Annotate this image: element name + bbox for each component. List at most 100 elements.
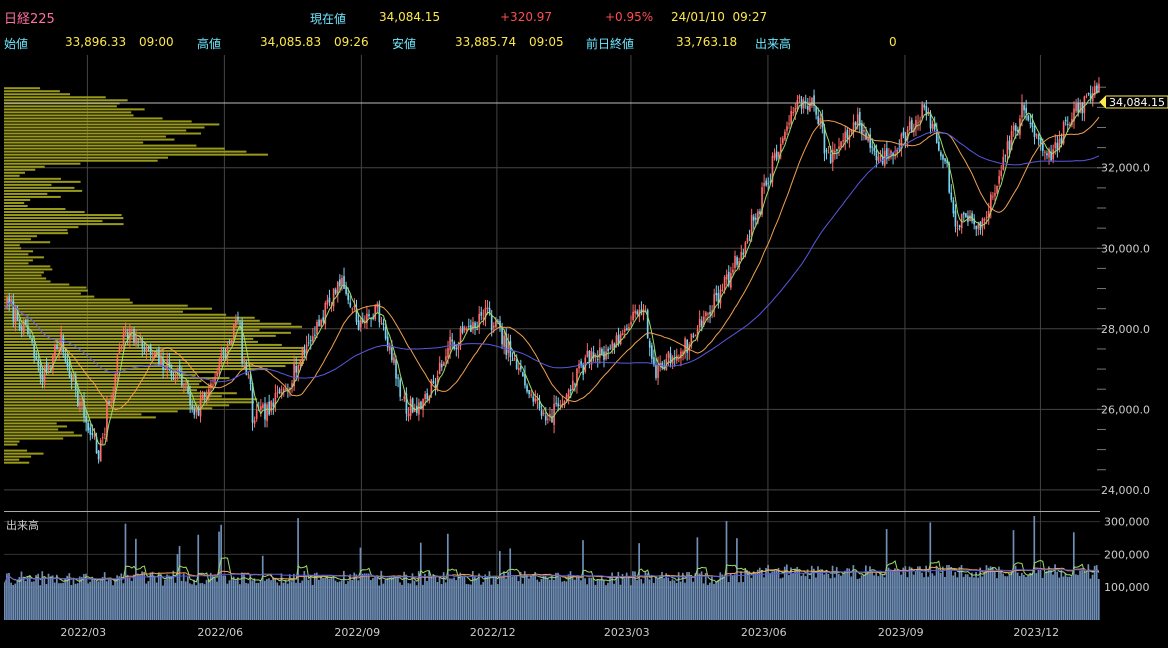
volume-bar [1035,573,1038,620]
volume-bar [232,576,235,620]
candle-body [557,403,560,407]
volume-profile-bar [4,217,124,220]
volume-bar [987,567,990,620]
volume-profile-bar [4,174,20,177]
candle-body [87,423,90,431]
volume-bar [172,570,175,620]
volume-bar [446,533,449,620]
candle-body [1075,103,1077,112]
volume-bar [725,521,728,620]
volume-bar [382,583,385,620]
volume-bar [706,584,709,620]
candle-body [748,236,751,238]
candle-body [673,358,676,360]
datetime: 24/01/10 09:27 [671,10,768,24]
volume-profile-bar [4,120,192,123]
volume-bar [573,579,576,620]
volume-profile-bar [4,87,41,90]
volume-bar [629,585,632,620]
candle-body [734,255,736,269]
volume-profile-bar [4,153,268,156]
volume-profile-bar [4,355,304,358]
volume-bar [120,573,123,620]
volume-bar [663,578,665,620]
volume-bar [103,572,106,620]
volume-bar [698,573,701,620]
candle-body [399,379,402,397]
candle-body [1083,96,1086,113]
candle-body [871,146,874,148]
candle-body [777,151,780,157]
candle-body [621,333,624,336]
volume-bar [619,584,622,620]
candle-body [788,123,790,125]
volume-profile-bar [4,271,44,274]
volume-bar [802,573,805,620]
volume-bar [677,572,680,620]
candle-body [278,389,281,394]
candle-body [199,398,202,417]
volume-bar [263,580,266,620]
volume-profile-bar [4,404,230,407]
volume-bars [4,516,1100,620]
volume-bar [68,573,71,620]
candle-body [291,383,293,388]
candle-body [713,294,716,310]
candle-body [875,151,878,161]
volume-bar [93,578,96,620]
volume-bar [151,571,154,620]
candle-body [95,436,98,454]
volume-bar [906,577,909,620]
volume-bar [713,583,715,620]
candle-body [393,357,395,363]
volume-bar [937,568,940,620]
volume-bar [78,576,81,620]
volume-bar [83,574,85,620]
candle-body [754,217,757,220]
volume-bar [580,580,582,620]
candle-body [162,359,164,370]
volume-bar [1037,570,1040,620]
volume-bar [617,571,620,620]
price-tick-label: 26,000.0 [1101,403,1150,416]
candle-body [1031,122,1034,127]
candle-body [761,187,763,215]
volume-bar [428,571,430,620]
volume-bar [914,571,917,620]
candle-body [667,351,670,359]
candle-body [971,213,973,222]
volume-bar [723,577,726,620]
candle-body [954,210,957,227]
volume-profile-bar [4,186,75,189]
candle-body [792,111,795,114]
candle-body [578,363,580,369]
candle-body [669,353,672,364]
volume-bar [1070,576,1073,620]
volume-bar [197,534,200,620]
volume-bar [1043,573,1046,620]
candle-body [183,384,185,386]
volume-bar [944,576,946,620]
volume-bar [226,583,229,620]
volume-bar [345,583,347,620]
volume-value: 0 [889,35,897,49]
candle-body [52,355,54,370]
candle-body [33,343,35,358]
volume-bar [542,575,545,620]
volume-profile-bar [4,449,28,452]
volume-bar [492,577,495,620]
price-ma-long [4,131,1100,383]
volume-bar [652,582,655,620]
candle-body [700,320,703,327]
candle-body [784,131,786,140]
candle-body [588,350,591,362]
volume-bar [590,577,593,620]
candle-body [800,99,803,109]
volume-bar [403,571,405,620]
volume-profile-bar [4,117,163,120]
candle-body [650,345,653,359]
candle-body [522,372,524,377]
volume-bar [166,574,168,620]
candle-body [902,131,905,136]
